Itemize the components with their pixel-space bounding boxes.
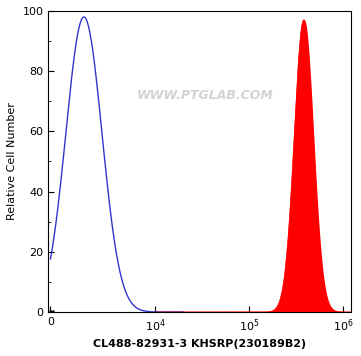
Y-axis label: Relative Cell Number: Relative Cell Number bbox=[7, 103, 17, 220]
Text: WWW.PTGLAB.COM: WWW.PTGLAB.COM bbox=[137, 89, 274, 102]
X-axis label: CL488-82931-3 KHSRP(230189B2): CL488-82931-3 KHSRP(230189B2) bbox=[93, 339, 306, 349]
